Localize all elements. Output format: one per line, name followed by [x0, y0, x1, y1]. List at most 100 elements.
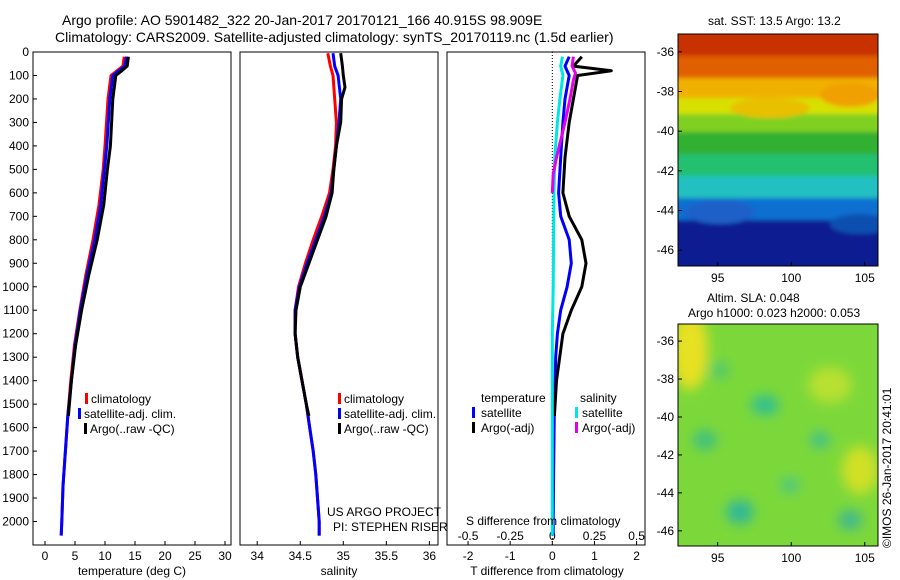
difference-legend: temperature salinity satellite Argo(-adj…: [472, 391, 635, 435]
y-tick-label: 1500: [2, 397, 29, 411]
sla-map-frame: [677, 323, 879, 547]
temperature-panel: 0100200300400500600700800900100011001200…: [2, 45, 232, 578]
legend-swatch-black: [84, 423, 87, 434]
x-tick-label: 20: [158, 549, 172, 563]
x-tick-label: 0: [549, 549, 556, 563]
sst-map-image: [678, 34, 878, 266]
depth-axis: 0 100 200 300 400 500 600 700 800 900 1000 1100 1200…: [2, 45, 37, 529]
y-tick-label: 800: [9, 233, 29, 247]
salinity-x-axis: 34 34.5 35 35.5 36: [251, 541, 437, 563]
x-tick-label: 34.5: [289, 549, 313, 563]
legend-label: satellite-adj. clim.: [84, 407, 176, 421]
x-tick-label: 25: [188, 549, 202, 563]
y-tick-label: 100: [9, 68, 29, 82]
y-tick-label: 600: [9, 186, 29, 200]
salinity-frame: [239, 51, 439, 546]
temperature-frame: [32, 51, 232, 546]
x-tick-label: -1: [505, 549, 516, 563]
x-tick-label: 1: [591, 549, 598, 563]
series-line: [550, 56, 565, 536]
x-tick-label-salinity: 0.25: [583, 529, 607, 543]
temperature-lines: [59, 56, 130, 536]
side-stamp: ©IMOS 26-Jan-2017 20:41:01: [880, 387, 894, 548]
credit-line-2: PI: STEPHEN RISER: [333, 520, 448, 534]
x-tick-label-salinity: 0.5: [628, 529, 645, 543]
temperature-legend: climatology satellite-adj. clim. Argo(..…: [78, 392, 176, 436]
legend-label: Argo(..raw -QC): [344, 422, 429, 436]
legend-label: Argo(-adj): [481, 421, 534, 435]
map-x-tick-label: 105: [855, 551, 875, 565]
salinity-legend: climatology satellite-adj. clim. Argo(..…: [338, 392, 436, 436]
salinity-panel: 34 34.5 35 35.5 36 salinity climatology sate…: [239, 51, 448, 578]
map-y-tick-label: -36: [657, 334, 675, 348]
difference-lines: [550, 55, 613, 536]
legend-swatch-blue: [338, 408, 341, 419]
x-tick-label: 30: [218, 549, 232, 563]
x-tick-label: 34: [251, 549, 265, 563]
series-line: [59, 56, 126, 536]
map-y-tick-label: -42: [657, 164, 675, 178]
sla-map: Altim. SLA: 0.048 Argo h1000: 0.023 h200…: [657, 291, 879, 565]
map-y-tick-label: -38: [657, 372, 675, 386]
y-tick-label: 1800: [2, 468, 29, 482]
sst-map-frame: [677, 33, 879, 267]
legend-swatch-black: [472, 422, 475, 433]
difference-frame: [446, 51, 646, 546]
sla-map-axes: 95 100 105 -36 -38 -40 -42 -44 -46: [657, 334, 875, 565]
y-tick-label: 1000: [2, 280, 29, 294]
title-line-2: Climatology: CARS2009. Satellite-adjuste…: [55, 29, 613, 45]
y-tick-label: 200: [9, 92, 29, 106]
map-x-tick-label: 95: [711, 551, 725, 565]
map-y-tick-label: -42: [657, 448, 675, 462]
map-x-tick-label: 100: [781, 551, 801, 565]
map-x-tick-label: 95: [711, 271, 725, 285]
legend-swatch-red: [338, 393, 341, 404]
map-x-tick-label: 105: [855, 271, 875, 285]
y-tick-label: 1100: [3, 303, 29, 317]
y-tick-label: 300: [9, 115, 29, 129]
legend-swatch-blue: [472, 407, 475, 418]
x-tick-label: 36: [423, 549, 437, 563]
credit-line-1: US ARGO PROJECT: [327, 505, 442, 519]
map-y-tick-label: -44: [657, 203, 675, 217]
y-tick-label: 900: [9, 256, 29, 270]
legend-title-temperature: temperature: [481, 391, 546, 405]
y-tick-label: 1400: [2, 374, 29, 388]
x-tick-label: -2: [463, 549, 474, 563]
x-tick-label: 35.5: [375, 549, 399, 563]
series-line: [59, 56, 129, 536]
y-tick-label: 500: [9, 162, 29, 176]
x-tick-label-salinity: -0.5: [458, 529, 479, 543]
difference-xlabel-top: S difference from climatology: [466, 514, 621, 528]
difference-xlabel: T difference from climatology: [470, 564, 624, 578]
temperature-xlabel: temperature (deg C): [78, 564, 186, 578]
sst-map-title: sat. SST: 13.5 Argo: 13.2: [708, 14, 841, 28]
map-x-tick-label: 100: [781, 271, 801, 285]
y-tick-label: 1200: [2, 327, 29, 341]
y-tick-label: 400: [9, 139, 29, 153]
x-tick-label: 2: [633, 549, 640, 563]
series-line: [66, 56, 130, 417]
difference-x-axis: -2 -1 0 1 2 -0.5 -0.25 0 0.25 0.5: [458, 529, 646, 563]
map-y-tick-label: -38: [657, 85, 675, 99]
sla-map-image: [678, 324, 878, 546]
series-line: [552, 55, 613, 416]
map-y-tick-label: -40: [657, 124, 675, 138]
legend-swatch-red: [85, 393, 88, 404]
sst-map-axes: 95 100 105 -36 -38 -40 -42 -44 -46: [657, 45, 875, 285]
temperature-x-axis: 0 5 10 15 20 25 30: [42, 541, 232, 563]
x-tick-label: 10: [98, 549, 112, 563]
legend-label: satellite: [582, 406, 623, 420]
legend-swatch-black: [338, 423, 341, 434]
legend-label: satellite-adj. clim.: [344, 407, 436, 421]
salinity-xlabel: salinity: [321, 564, 358, 578]
x-tick-label-salinity: -0.25: [497, 529, 525, 543]
legend-swatch-magenta: [575, 422, 578, 433]
series-line: [550, 56, 577, 193]
legend-swatch-blue: [78, 408, 81, 419]
legend-label: Argo(..raw -QC): [90, 422, 175, 436]
x-tick-label: 5: [72, 549, 79, 563]
map-y-tick-label: -36: [657, 45, 675, 59]
y-tick-label: 2000: [2, 515, 29, 529]
